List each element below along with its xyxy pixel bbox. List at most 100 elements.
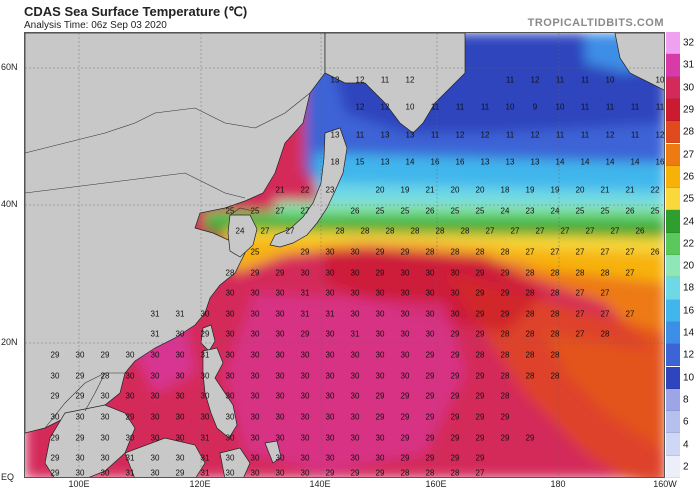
sst-value: 30 — [300, 412, 310, 422]
colorbar-label: 32 — [683, 37, 695, 49]
sst-value: 30 — [250, 309, 260, 319]
sst-value: 29 — [50, 391, 60, 401]
sst-value: 26 — [350, 206, 360, 216]
sst-value: 30 — [325, 247, 335, 257]
colorbar-label: 27 — [683, 149, 695, 161]
sst-value: 12 — [380, 102, 390, 112]
sst-value: 27 — [475, 468, 485, 478]
colorbar-swatch — [666, 76, 680, 99]
sst-value: 30 — [150, 433, 160, 443]
sst-value: 28 — [525, 268, 535, 278]
colorbar-swatch — [666, 344, 680, 367]
sst-value: 30 — [100, 412, 110, 422]
sst-value: 29 — [300, 329, 310, 339]
sst-value: 30 — [250, 453, 260, 463]
sst-value: 28 — [500, 247, 510, 257]
sst-value: 11 — [580, 130, 590, 140]
sst-value: 31 — [125, 468, 135, 478]
sst-value: 30 — [175, 350, 185, 360]
sst-value: 25 — [650, 206, 660, 216]
sst-value: 21 — [275, 185, 285, 195]
sst-value: 30 — [350, 371, 360, 381]
sst-value: 30 — [375, 329, 385, 339]
sst-value: 21 — [625, 185, 635, 195]
sst-value: 30 — [150, 412, 160, 422]
sst-value: 30 — [200, 309, 210, 319]
sst-value: 28 — [425, 247, 435, 257]
sst-value: 31 — [200, 453, 210, 463]
sst-value: 11 — [630, 130, 640, 140]
sst-value: 30 — [125, 391, 135, 401]
sst-value: 29 — [375, 412, 385, 422]
land-masses — [25, 33, 664, 477]
sst-value: 29 — [475, 412, 485, 422]
sst-value: 12 — [355, 102, 365, 112]
sst-value: 30 — [225, 371, 235, 381]
sst-value: 31 — [200, 433, 210, 443]
sst-value: 23 — [325, 185, 335, 195]
sst-value: 28 — [500, 329, 510, 339]
sst-value: 25 — [475, 206, 485, 216]
colorbar-label: 4 — [683, 439, 689, 451]
sst-value: 30 — [250, 371, 260, 381]
sst-value: 29 — [425, 371, 435, 381]
sst-value: 24 — [500, 206, 510, 216]
sst-value: 10 — [605, 75, 615, 85]
sst-value: 30 — [125, 371, 135, 381]
sst-value: 30 — [225, 468, 235, 478]
sst-value: 28 — [600, 268, 610, 278]
sst-value: 30 — [75, 453, 85, 463]
sst-value: 29 — [275, 268, 285, 278]
sst-value: 30 — [275, 468, 285, 478]
sst-value: 30 — [200, 391, 210, 401]
sst-value: 30 — [350, 350, 360, 360]
sst-value: 29 — [350, 468, 360, 478]
sst-value: 30 — [325, 391, 335, 401]
sst-value: 30 — [75, 350, 85, 360]
sst-value: 28 — [525, 288, 535, 298]
sst-value: 29 — [500, 309, 510, 319]
sst-value: 30 — [375, 350, 385, 360]
sst-value: 25 — [400, 206, 410, 216]
sst-value: 28 — [335, 226, 345, 236]
sst-value: 27 — [300, 206, 310, 216]
sst-value: 30 — [250, 412, 260, 422]
sst-value: 30 — [325, 433, 335, 443]
lat-label-20n: 20N — [1, 337, 18, 347]
sst-value: 28 — [525, 371, 535, 381]
sst-value: 19 — [525, 185, 535, 195]
sst-value: 27 — [510, 226, 520, 236]
colorbar-label: 20 — [683, 260, 695, 272]
sst-value: 29 — [375, 468, 385, 478]
sst-value: 29 — [475, 288, 485, 298]
sst-value: 30 — [325, 268, 335, 278]
sst-value: 28 — [550, 268, 560, 278]
sst-value: 30 — [325, 288, 335, 298]
sst-value: 27 — [575, 247, 585, 257]
sst-value: 30 — [425, 268, 435, 278]
sst-value: 30 — [225, 453, 235, 463]
sst-value: 30 — [100, 468, 110, 478]
sst-value: 31 — [200, 350, 210, 360]
sst-value: 27 — [535, 226, 545, 236]
sst-value: 13 — [530, 157, 540, 167]
sst-value: 29 — [250, 268, 260, 278]
sst-value: 24 — [235, 226, 245, 236]
sst-value: 25 — [250, 206, 260, 216]
sst-value: 13 — [380, 157, 390, 167]
sst-value: 31 — [300, 288, 310, 298]
sst-value: 29 — [475, 453, 485, 463]
sst-value: 30 — [125, 350, 135, 360]
sst-value: 30 — [150, 391, 160, 401]
sst-value: 29 — [50, 468, 60, 478]
colorbar-swatch — [666, 411, 680, 434]
sst-value: 30 — [425, 288, 435, 298]
colorbar-swatch — [666, 455, 680, 478]
sst-value: 30 — [400, 329, 410, 339]
sst-value: 29 — [175, 468, 185, 478]
sst-map[interactable]: 13 12 11 12 11 12 11 11 10 10 12 12 10 11 11 11 10 9 10 11 1… — [24, 32, 665, 478]
country-borders — [25, 92, 311, 429]
sst-value: 29 — [475, 268, 485, 278]
sst-value: 30 — [425, 309, 435, 319]
sst-value: 26 — [625, 206, 635, 216]
